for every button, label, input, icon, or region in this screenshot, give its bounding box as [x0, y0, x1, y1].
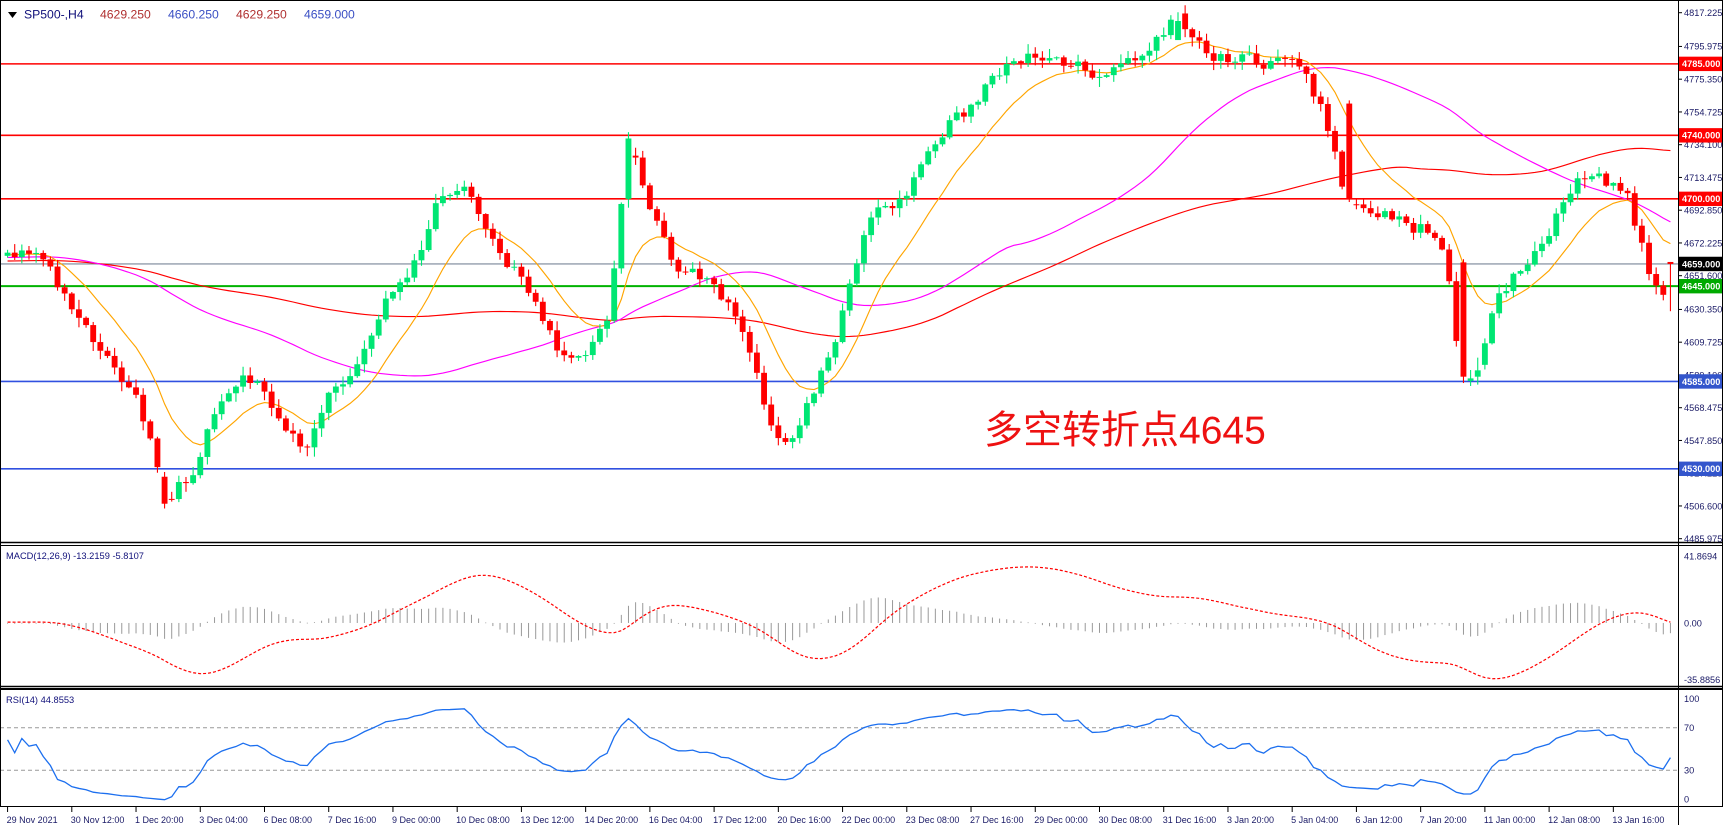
svg-text:4659.000: 4659.000	[304, 8, 355, 22]
svg-text:4713.475: 4713.475	[1684, 173, 1722, 183]
svg-text:4568.475: 4568.475	[1684, 403, 1722, 413]
svg-text:27 Dec 16:00: 27 Dec 16:00	[970, 815, 1024, 825]
svg-text:4785.000: 4785.000	[1682, 59, 1720, 69]
svg-text:4629.250: 4629.250	[100, 8, 151, 22]
svg-text:29 Dec 00:00: 29 Dec 00:00	[1034, 815, 1088, 825]
svg-text:MACD(12,26,9) -13.2159 -5.8107: MACD(12,26,9) -13.2159 -5.8107	[6, 551, 144, 561]
svg-text:6 Dec 08:00: 6 Dec 08:00	[263, 815, 312, 825]
svg-text:3 Dec 04:00: 3 Dec 04:00	[199, 815, 248, 825]
svg-text:4692.850: 4692.850	[1684, 206, 1722, 216]
svg-text:9 Dec 00:00: 9 Dec 00:00	[392, 815, 441, 825]
svg-text:4629.250: 4629.250	[236, 8, 287, 22]
svg-text:16 Dec 04:00: 16 Dec 04:00	[649, 815, 703, 825]
svg-text:4660.250: 4660.250	[168, 8, 219, 22]
svg-text:RSI(14) 44.8553: RSI(14) 44.8553	[6, 695, 74, 705]
svg-text:13 Jan 16:00: 13 Jan 16:00	[1612, 815, 1664, 825]
svg-text:30 Dec 08:00: 30 Dec 08:00	[1098, 815, 1152, 825]
svg-text:10 Dec 08:00: 10 Dec 08:00	[456, 815, 510, 825]
svg-text:30 Nov 12:00: 30 Nov 12:00	[71, 815, 125, 825]
svg-text:4659.000: 4659.000	[1682, 259, 1720, 269]
svg-text:6 Jan 12:00: 6 Jan 12:00	[1355, 815, 1402, 825]
svg-text:4585.000: 4585.000	[1682, 377, 1720, 387]
svg-text:22 Dec 00:00: 22 Dec 00:00	[842, 815, 896, 825]
svg-text:7 Jan 20:00: 7 Jan 20:00	[1420, 815, 1467, 825]
svg-text:5 Jan 04:00: 5 Jan 04:00	[1291, 815, 1338, 825]
svg-text:30: 30	[1684, 766, 1694, 776]
svg-text:1 Dec 20:00: 1 Dec 20:00	[135, 815, 184, 825]
svg-text:3 Jan 20:00: 3 Jan 20:00	[1227, 815, 1274, 825]
svg-text:11 Jan 00:00: 11 Jan 00:00	[1484, 815, 1535, 825]
svg-text:13 Dec 12:00: 13 Dec 12:00	[520, 815, 574, 825]
svg-text:0: 0	[1684, 795, 1689, 805]
svg-text:4609.725: 4609.725	[1684, 337, 1722, 347]
svg-text:100: 100	[1684, 694, 1699, 704]
svg-text:41.8694: 41.8694	[1684, 552, 1717, 562]
svg-text:70: 70	[1684, 723, 1694, 733]
svg-text:4530.000: 4530.000	[1682, 464, 1720, 474]
svg-text:29 Nov 2021: 29 Nov 2021	[7, 815, 58, 825]
svg-text:4775.350: 4775.350	[1684, 74, 1722, 84]
svg-text:31 Dec 16:00: 31 Dec 16:00	[1163, 815, 1217, 825]
svg-text:多空转折点4645: 多空转折点4645	[984, 410, 1266, 453]
svg-text:23 Dec 08:00: 23 Dec 08:00	[906, 815, 960, 825]
svg-text:4754.725: 4754.725	[1684, 107, 1722, 117]
svg-text:4547.850: 4547.850	[1684, 436, 1722, 446]
svg-text:4645.000: 4645.000	[1682, 281, 1720, 291]
svg-text:7 Dec 16:00: 7 Dec 16:00	[328, 815, 377, 825]
svg-text:SP500-,H4: SP500-,H4	[24, 8, 84, 22]
svg-text:14 Dec 20:00: 14 Dec 20:00	[585, 815, 639, 825]
svg-text:4700.000: 4700.000	[1682, 194, 1720, 204]
svg-text:-35.8856: -35.8856	[1684, 675, 1720, 685]
svg-text:12 Jan 08:00: 12 Jan 08:00	[1548, 815, 1600, 825]
svg-text:4506.600: 4506.600	[1684, 501, 1722, 511]
svg-text:20 Dec 16:00: 20 Dec 16:00	[777, 815, 831, 825]
svg-text:4795.975: 4795.975	[1684, 42, 1722, 52]
svg-text:4672.225: 4672.225	[1684, 238, 1722, 248]
svg-text:4740.000: 4740.000	[1682, 131, 1720, 141]
svg-text:17 Dec 12:00: 17 Dec 12:00	[713, 815, 767, 825]
svg-text:4630.350: 4630.350	[1684, 305, 1722, 315]
svg-text:0.00: 0.00	[1684, 618, 1702, 628]
svg-text:4817.225: 4817.225	[1684, 8, 1722, 18]
